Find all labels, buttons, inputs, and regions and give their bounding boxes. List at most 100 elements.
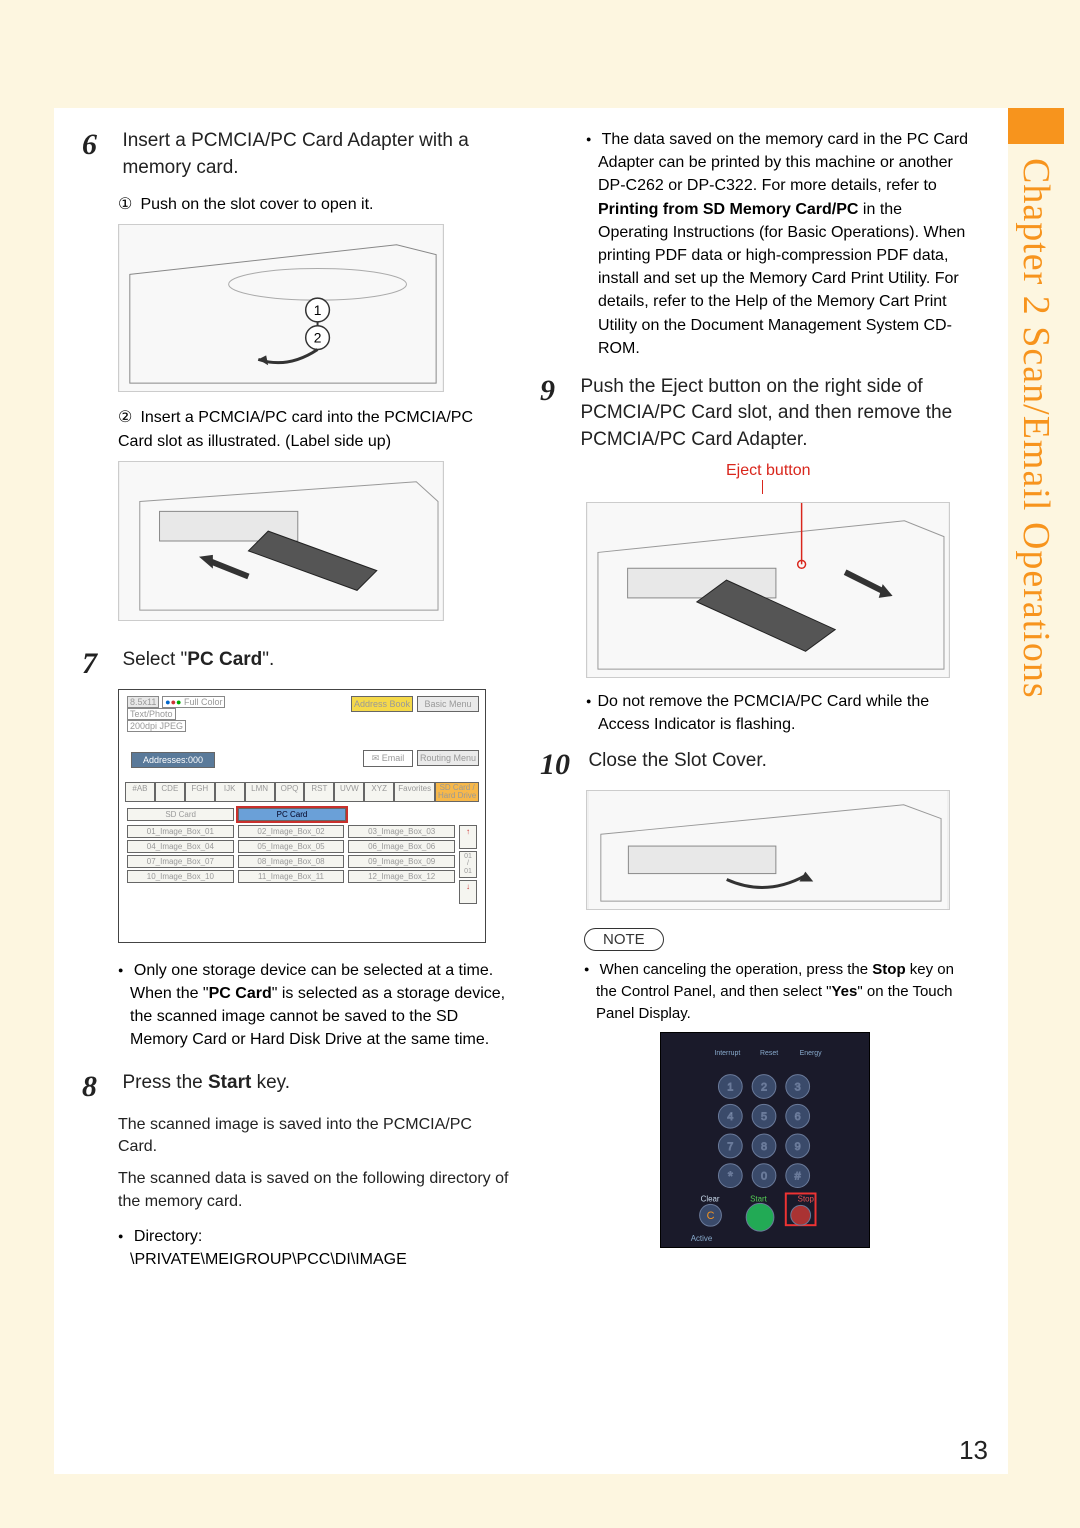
step-text: Insert a PCMCIA/PC Card Adapter with a m…: [122, 128, 502, 181]
ts-box[interactable]: 04_Image_Box_04: [127, 840, 234, 853]
step-7: 7 Select "PC Card".: [82, 647, 512, 681]
svg-text:1: 1: [314, 302, 322, 318]
ts-box[interactable]: 12_Image_Box_12: [348, 870, 455, 883]
svg-text:Active: Active: [691, 1234, 713, 1243]
t: ".: [262, 649, 274, 670]
step9-bullet: Do not remove the PCMCIA/PC Card while t…: [586, 690, 970, 736]
t: Press the: [122, 1072, 208, 1093]
ts-tab[interactable]: FGH: [185, 782, 215, 802]
figure-touchscreen: 8.5x11 ●●● Full Color Text/Photo 200dpi …: [118, 689, 486, 943]
ts-tab[interactable]: Favorites: [394, 782, 435, 802]
t-bold: Start: [208, 1072, 251, 1093]
ts-pccard-selected[interactable]: PC Card: [238, 808, 345, 821]
dir-path: \PRIVATE\MEIGROUP\PCC\DI\IMAGE: [130, 1251, 407, 1268]
ts-page-ind: 01 / 01: [459, 851, 477, 878]
ts-tab[interactable]: CDE: [155, 782, 185, 802]
ts-box[interactable]: 02_Image_Box_02: [238, 825, 345, 838]
ts-box[interactable]: 10_Image_Box_10: [127, 870, 234, 883]
step-9: 9 Push the Eject button on the right sid…: [540, 374, 970, 454]
ts-box[interactable]: 03_Image_Box_03: [348, 825, 455, 838]
step8-line2: The scanned data is saved on the followi…: [118, 1168, 512, 1213]
ts-scroll-down[interactable]: ↓: [459, 880, 477, 904]
ts-storage-row: SD Card PC Card: [119, 808, 485, 821]
svg-text:C: C: [707, 1211, 715, 1223]
figure-control-panel: 1 2 3 4 5 6 7 8 9 * 0 # Clear C Start St: [660, 1032, 870, 1248]
ts-addressbook[interactable]: Address Book: [351, 696, 413, 712]
ts-tab[interactable]: #AB: [125, 782, 155, 802]
step-number: 10: [540, 748, 584, 782]
step-number: 6: [82, 128, 118, 162]
svg-text:6: 6: [795, 1111, 801, 1123]
t-bold: PC Card: [187, 649, 262, 670]
ts-addresses[interactable]: Addresses:000: [131, 752, 215, 768]
ts-tab[interactable]: OPQ: [275, 782, 305, 802]
t: Select ": [122, 649, 187, 670]
figure-card-insert: [118, 461, 444, 621]
ts-routing[interactable]: Routing Menu: [417, 750, 479, 766]
eject-callout-line: [762, 480, 763, 494]
ts-tab[interactable]: UVW: [334, 782, 364, 802]
step-text: Close the Slot Cover.: [588, 748, 948, 775]
ts-size: 8.5x11: [127, 696, 159, 708]
ts-box[interactable]: 06_Image_Box_06: [348, 840, 455, 853]
ts-box[interactable]: 08_Image_Box_08: [238, 855, 345, 868]
ts-tab[interactable]: IJK: [215, 782, 245, 802]
left-column: 6 Insert a PCMCIA/PC Card Adapter with a…: [82, 128, 512, 1271]
step8-line1: The scanned image is saved into the PCMC…: [118, 1114, 512, 1159]
step-number: 9: [540, 374, 576, 408]
t: Only one storage device can be selected …: [130, 962, 505, 1049]
side-title: Chapter 2 Scan/Email Operations: [1008, 158, 1064, 1058]
figure-slot-open: 1 2: [118, 224, 444, 392]
ts-sdcard[interactable]: SD Card: [127, 808, 234, 821]
circled-2: ②: [118, 406, 136, 429]
note-badge: NOTE: [584, 928, 664, 951]
svg-text:9: 9: [795, 1141, 801, 1153]
ts-tab[interactable]: XYZ: [364, 782, 394, 802]
ts-basicmenu[interactable]: Basic Menu: [417, 696, 479, 712]
svg-text:Start: Start: [750, 1195, 767, 1204]
step-number: 8: [82, 1070, 118, 1104]
step-10: 10 Close the Slot Cover.: [540, 748, 970, 782]
svg-text:Stop: Stop: [798, 1195, 815, 1204]
continuation-bullet: The data saved on the memory card in the…: [586, 128, 970, 360]
t: When canceling the operation, press the …: [596, 961, 954, 1022]
ts-email[interactable]: ✉ Email: [363, 750, 413, 767]
svg-text:Clear: Clear: [701, 1195, 720, 1204]
svg-text:*: *: [728, 1169, 733, 1184]
t: key.: [251, 1072, 290, 1093]
ts-scroll-up[interactable]: ↑: [459, 825, 477, 849]
figure-eject: [586, 502, 950, 678]
svg-text:Reset: Reset: [760, 1050, 778, 1057]
step-number: 7: [82, 647, 118, 681]
ts-dpi: 200dpi JPEG: [127, 720, 186, 732]
svg-text:Energy: Energy: [800, 1050, 822, 1057]
circled-1: ①: [118, 193, 136, 216]
step-text: Press the Start key.: [122, 1070, 502, 1097]
svg-text:3: 3: [795, 1082, 801, 1094]
svg-text:#: #: [795, 1171, 801, 1183]
chapter-tab: [1008, 108, 1064, 144]
ts-box[interactable]: 05_Image_Box_05: [238, 840, 345, 853]
svg-text:8: 8: [761, 1141, 767, 1153]
svg-text:5: 5: [761, 1111, 767, 1123]
step6-sub2: ② Insert a PCMCIA/PC card into the PCMCI…: [118, 406, 512, 452]
ts-box[interactable]: 07_Image_Box_07: [127, 855, 234, 868]
ts-box[interactable]: 09_Image_Box_09: [348, 855, 455, 868]
sub-text: Push on the slot cover to open it.: [136, 196, 373, 213]
ts-tab-active[interactable]: SD Card / Hard Drive: [435, 782, 479, 802]
svg-text:4: 4: [727, 1111, 733, 1123]
svg-text:0: 0: [761, 1171, 767, 1183]
figure-close-cover: [586, 790, 950, 910]
ts-box[interactable]: 11_Image_Box_11: [238, 870, 345, 883]
svg-text:Interrupt: Interrupt: [714, 1050, 740, 1057]
eject-label: Eject button: [726, 462, 970, 480]
ts-tab[interactable]: RST: [304, 782, 334, 802]
sub-text: Insert a PCMCIA/PC card into the PCMCIA/…: [118, 409, 473, 449]
page-number: 13: [959, 1435, 988, 1466]
right-column: The data saved on the memory card in the…: [540, 128, 970, 1248]
svg-text:7: 7: [727, 1141, 733, 1153]
ts-tab[interactable]: LMN: [245, 782, 275, 802]
note-text: When canceling the operation, press the …: [584, 959, 970, 1024]
document-page: Chapter 2 Scan/Email Operations 6 Insert…: [0, 0, 1080, 1528]
ts-box[interactable]: 01_Image_Box_01: [127, 825, 234, 838]
